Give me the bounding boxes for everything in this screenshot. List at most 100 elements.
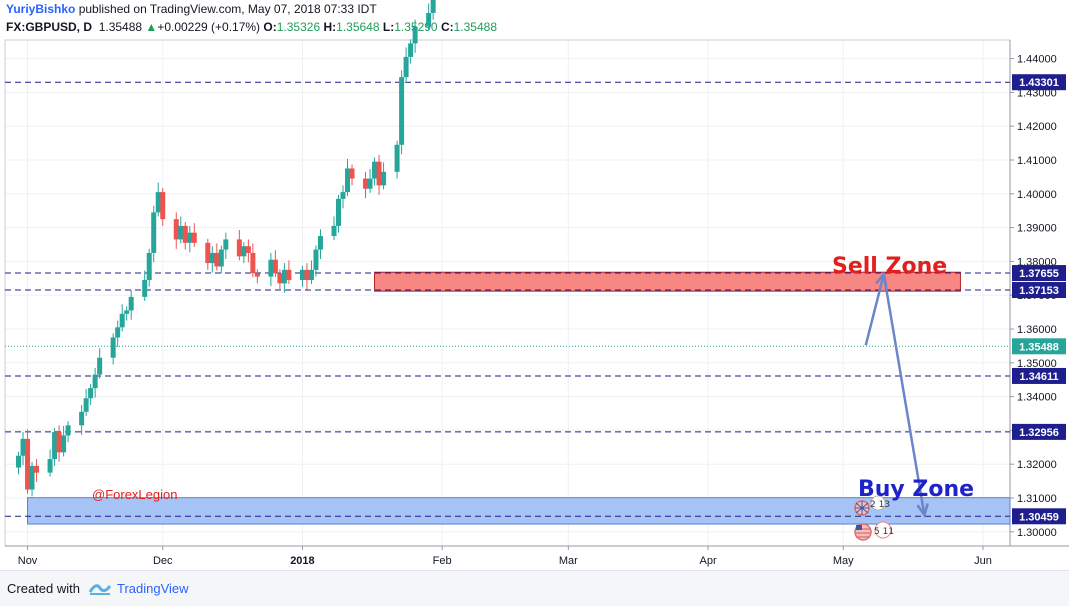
candle-up <box>155 192 161 213</box>
watermark-text: @ForexLegion <box>92 487 177 502</box>
candle-up <box>119 313 125 328</box>
author-link[interactable]: YuriyBishko <box>6 2 76 16</box>
candle-up <box>110 337 116 358</box>
candle-down <box>56 432 62 453</box>
publish-line: YuriyBishko published on TradingView.com… <box>6 2 377 16</box>
level-price-tag <box>1012 282 1066 299</box>
candle-up <box>268 259 274 277</box>
tradingview-logo-icon <box>88 584 112 595</box>
candle-up <box>29 465 35 490</box>
level-price-tag <box>1012 74 1066 91</box>
candle-up <box>187 232 193 243</box>
candle-up <box>124 310 130 314</box>
event-badge[interactable]: 5 11 <box>874 521 894 539</box>
last-price-label: 1.35488 <box>1019 341 1059 353</box>
candle-up <box>335 198 341 226</box>
publish-info: published on TradingView.com, May 07, 20… <box>78 2 377 16</box>
candle-down <box>245 246 251 253</box>
y-tick-label: 1.36000 <box>1017 324 1057 336</box>
candle-up <box>399 77 405 145</box>
candle-up <box>115 327 121 338</box>
candle-up <box>146 252 152 280</box>
candle-down <box>304 269 310 280</box>
price-chart[interactable]: 1.300001.310001.320001.330001.340001.350… <box>0 0 1069 570</box>
y-tick-label: 1.42000 <box>1017 121 1057 133</box>
created-with-label: Created with <box>7 581 80 596</box>
high-value: 1.35648 <box>336 20 380 34</box>
candle-down <box>254 273 260 277</box>
tradingview-link[interactable]: TradingView <box>117 581 189 596</box>
x-tick-label: Apr <box>699 555 716 567</box>
event-badge[interactable]: 2 13 <box>870 495 890 511</box>
candle-up <box>372 161 378 179</box>
candle-up <box>178 225 184 240</box>
candle-down <box>250 252 256 274</box>
level-price-label: 1.37655 <box>1019 268 1059 280</box>
arrowhead-up-icon <box>875 271 888 287</box>
candle-up <box>331 225 337 237</box>
candle-up <box>403 56 409 78</box>
plot-border <box>4 39 1011 547</box>
change-up-icon: ▲ <box>145 20 158 34</box>
arrowhead-down-icon <box>916 503 929 518</box>
candle-up <box>308 269 314 280</box>
candle-up <box>317 236 323 250</box>
symbol-name: FX:GBPUSD, D <box>6 20 93 34</box>
candle-up <box>83 398 89 412</box>
low-label: L: <box>382 20 395 34</box>
candle-down <box>34 465 40 473</box>
sell-zone <box>374 271 961 292</box>
y-tick-label: 1.34000 <box>1017 392 1057 404</box>
x-tick-label: Jun <box>974 555 992 567</box>
y-tick-label: 1.30000 <box>1017 527 1057 539</box>
grid-lines <box>5 40 1010 546</box>
uk-flag-icon <box>854 500 870 516</box>
sell-zone-label: Sell Zone <box>832 254 947 279</box>
candle-down <box>349 168 355 179</box>
y-tick-label: 1.43000 <box>1017 87 1057 99</box>
x-tick-label: May <box>833 555 854 567</box>
y-tick-label: 1.32000 <box>1017 459 1057 471</box>
buy-zone <box>27 497 1011 525</box>
candle-down <box>160 192 166 220</box>
candle-down <box>173 219 179 240</box>
candle-up <box>281 269 287 284</box>
us-flag-icon <box>854 523 872 541</box>
level-price-tag <box>1012 423 1066 440</box>
event-badge-count: 5 11 <box>874 527 894 537</box>
level-price-label: 1.37153 <box>1019 285 1059 297</box>
candle-up <box>142 279 148 297</box>
x-tick-label: 2018 <box>290 555 314 567</box>
level-price-tag <box>1012 367 1066 384</box>
candle-up <box>241 246 247 257</box>
candle-up <box>394 144 400 172</box>
change-value: +0.00229 (+0.17%) <box>157 20 261 34</box>
level-price-label: 1.32956 <box>1019 427 1059 439</box>
candle-up <box>367 178 373 189</box>
candle-down <box>25 438 31 490</box>
x-tick-label: Mar <box>559 555 578 567</box>
candle-up <box>218 249 224 267</box>
candle-down <box>363 178 369 189</box>
candle-down <box>272 259 278 274</box>
level-price-label: 1.30459 <box>1019 511 1059 523</box>
candle-up <box>79 411 85 426</box>
candle-down <box>277 273 283 284</box>
candle-up <box>151 212 157 253</box>
candle-up <box>128 296 134 311</box>
candle-up <box>209 252 215 264</box>
candle-up <box>313 249 319 270</box>
candle-up <box>299 269 305 280</box>
footer: Created with TradingView <box>0 570 1069 606</box>
candle-down <box>214 252 220 267</box>
candle-down <box>205 242 211 264</box>
candle-up <box>412 26 418 44</box>
high-label: H: <box>323 20 337 34</box>
candle-up <box>65 425 71 436</box>
candle-up <box>16 455 22 468</box>
y-tick-label: 1.39000 <box>1017 223 1057 235</box>
candle-up <box>223 239 229 250</box>
candle-down <box>236 239 242 257</box>
close-value: 1.35488 <box>453 20 498 34</box>
candle-up <box>340 192 346 199</box>
